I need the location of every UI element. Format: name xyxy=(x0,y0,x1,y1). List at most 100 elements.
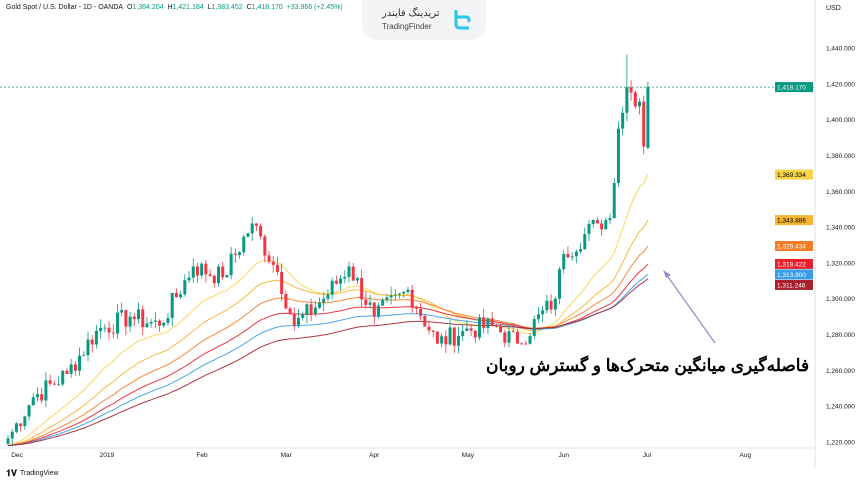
symbol-title: Gold Spot / U.S. Dollar - 1D - OANDA xyxy=(6,4,124,11)
candle-body xyxy=(233,253,237,255)
candle-body xyxy=(288,308,292,315)
price-tick-label: 1,320.000 xyxy=(826,260,855,267)
candle-body xyxy=(166,317,170,323)
close-label: C xyxy=(246,4,252,11)
time-tick-label: Apr xyxy=(369,452,380,459)
candle-body xyxy=(69,364,73,374)
candle-body xyxy=(153,320,157,322)
candle-body xyxy=(473,330,477,338)
candle-body xyxy=(583,234,587,250)
moving-average-label-bg xyxy=(775,269,813,280)
candle-body xyxy=(35,394,39,398)
time-tick-label: Dec xyxy=(11,452,23,459)
candle-body xyxy=(419,308,423,316)
moving-average-line xyxy=(7,273,649,447)
time-tick-label: 2019 xyxy=(100,452,115,459)
candle-body xyxy=(195,266,199,276)
price-tick-label: 1,220.000 xyxy=(826,440,855,447)
candle-body xyxy=(73,364,77,371)
moving-average-line xyxy=(7,174,649,447)
candle-body xyxy=(423,315,427,327)
candle-body xyxy=(48,380,52,384)
candle-body xyxy=(608,218,612,221)
candle-body xyxy=(27,405,31,417)
candle-body xyxy=(292,314,296,326)
candle-body xyxy=(313,307,317,315)
candle-body xyxy=(633,92,637,107)
price-tick-label: 1,360.000 xyxy=(826,189,855,196)
candle-body xyxy=(406,289,410,292)
candle-body xyxy=(99,327,103,331)
candle-body xyxy=(204,263,208,275)
candle-body xyxy=(541,310,545,315)
candle-body xyxy=(301,314,305,318)
price-tick-label: 1,300.000 xyxy=(826,296,855,303)
candle-body xyxy=(212,275,216,284)
candle-body xyxy=(280,271,284,295)
candle-body xyxy=(646,87,650,148)
moving-average-label-bg xyxy=(775,169,813,180)
candle-body xyxy=(389,295,393,298)
candle-body xyxy=(250,223,254,234)
candle-body xyxy=(364,299,368,305)
candle-body xyxy=(330,280,334,295)
close-value: 1,418.170 xyxy=(251,4,283,11)
candle-body xyxy=(642,101,646,147)
price-chart[interactable]: 1,220.000 1,240.000 1,260.000 1,280.000 1,30… xyxy=(0,0,860,468)
candle-body xyxy=(78,355,82,371)
candle-body xyxy=(107,327,111,333)
candle-body xyxy=(229,253,233,276)
moving-average-label-bg xyxy=(775,215,813,226)
candle-body xyxy=(629,87,633,93)
candle-body xyxy=(616,128,620,183)
candle-body xyxy=(587,224,591,235)
candle-body xyxy=(410,289,414,308)
candle-body xyxy=(524,343,528,345)
candle-body xyxy=(562,253,566,270)
candle-body xyxy=(334,280,338,284)
candle-body xyxy=(469,328,473,331)
candle-body xyxy=(111,332,115,334)
candle-body xyxy=(360,277,364,300)
candle-body xyxy=(309,304,313,315)
candle-body xyxy=(465,328,469,331)
candle-body xyxy=(393,294,397,296)
current-price-label: 1,418.170 xyxy=(777,85,806,92)
annotation-text: فاصله‌گیری میانگین متحرک‌ها و گسترش روبا… xyxy=(486,356,810,375)
candle-body xyxy=(221,266,225,278)
candle-body xyxy=(549,300,553,310)
candle-body xyxy=(520,343,524,345)
candle-body xyxy=(158,320,162,326)
candle-body xyxy=(486,318,490,329)
candle-body xyxy=(44,380,48,401)
candle-body xyxy=(141,309,145,328)
candle-body xyxy=(376,305,380,317)
candle-body xyxy=(179,294,183,298)
candle-body xyxy=(528,336,532,344)
price-tick-label: 1,280.000 xyxy=(826,332,855,339)
candle-body xyxy=(318,302,322,308)
candle-body xyxy=(448,327,452,345)
candle-body xyxy=(372,302,376,317)
moving-average-label-bg xyxy=(775,279,813,290)
candle-body xyxy=(6,438,10,444)
candle-body xyxy=(263,236,267,256)
time-tick-label: Jun xyxy=(559,452,570,459)
low-value: 1,383.452 xyxy=(211,4,243,11)
candle-body xyxy=(259,226,263,237)
candle-body xyxy=(355,277,359,281)
candle-body xyxy=(507,331,511,343)
candle-body xyxy=(86,339,90,356)
candle-body xyxy=(553,298,557,310)
candle-body xyxy=(545,300,549,311)
candle-body xyxy=(414,307,418,309)
high-value: 1,421.184 xyxy=(172,4,204,11)
candle-body xyxy=(128,316,132,327)
candle-body xyxy=(183,280,187,295)
candle-body xyxy=(19,423,23,427)
candle-body xyxy=(170,292,174,318)
candle-body xyxy=(149,321,153,324)
moving-average-line xyxy=(7,245,649,447)
high-label: H xyxy=(167,4,173,11)
candle-body xyxy=(103,327,107,329)
